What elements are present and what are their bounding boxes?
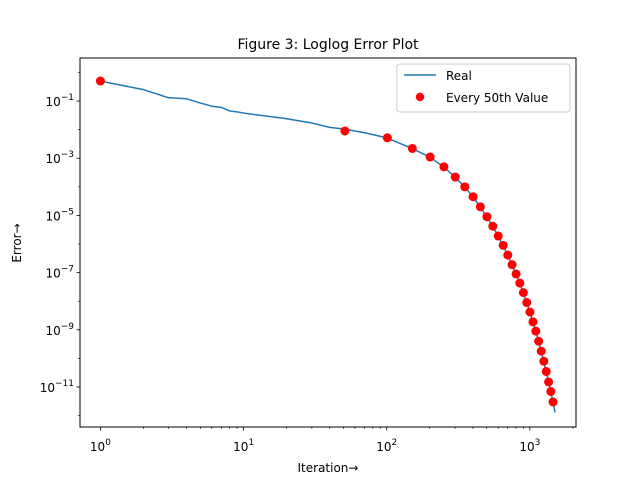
- data-point-marker: [498, 240, 508, 250]
- data-point-marker: [548, 397, 558, 407]
- data-point-marker: [515, 278, 525, 288]
- legend-marker-swatch: [415, 92, 425, 102]
- data-point-marker: [468, 192, 478, 202]
- y-tick-label: 10−5: [45, 207, 74, 223]
- data-point-marker: [536, 346, 546, 356]
- data-point-marker: [488, 221, 498, 231]
- y-tick-label: 10−11: [40, 379, 74, 395]
- data-point-marker: [546, 386, 556, 396]
- plot-area: [95, 76, 558, 413]
- legend-label-real: Real: [446, 69, 472, 83]
- data-point-marker: [511, 269, 521, 279]
- data-point-marker: [460, 182, 470, 192]
- data-point-marker: [503, 250, 513, 260]
- data-point-marker: [95, 76, 105, 86]
- data-point-marker: [482, 212, 492, 222]
- marker-layer: [95, 76, 558, 407]
- data-point-marker: [525, 307, 535, 317]
- y-axis-label: Error→: [10, 223, 24, 262]
- axes-frame: [79, 57, 577, 428]
- data-point-marker: [518, 288, 528, 298]
- data-point-marker: [439, 162, 449, 172]
- y-tick-label: 10−3: [45, 150, 74, 166]
- data-point-marker: [407, 143, 417, 153]
- data-point-marker: [475, 202, 485, 212]
- data-point-marker: [425, 152, 435, 162]
- x-axis: 100 101 102 103: [90, 427, 574, 454]
- x-tick-label: 103: [519, 438, 540, 454]
- legend-box: [396, 63, 571, 113]
- legend-label-every-50th: Every 50th Value: [446, 91, 548, 105]
- data-point-marker: [507, 260, 517, 270]
- data-point-marker: [522, 298, 532, 308]
- x-tick-label: 102: [376, 438, 397, 454]
- data-point-marker: [340, 126, 350, 136]
- legend: Real Every 50th Value: [396, 63, 571, 113]
- y-tick-label: 10−9: [45, 322, 74, 338]
- x-axis-label: Iteration→: [298, 461, 359, 475]
- data-point-marker: [539, 356, 549, 366]
- y-tick-label: 10−1: [45, 93, 74, 109]
- y-axis: 10−1 10−3 10−5 10−7 10−9 10−11: [40, 72, 80, 416]
- data-point-marker: [541, 366, 551, 376]
- data-point-marker: [534, 336, 544, 346]
- data-point-marker: [528, 317, 538, 327]
- data-point-marker: [544, 377, 554, 387]
- chart-title: Figure 3: Loglog Error Plot: [237, 37, 419, 53]
- data-point-marker: [450, 172, 460, 182]
- data-point-marker: [531, 326, 541, 336]
- y-tick-label: 10−7: [45, 265, 74, 281]
- data-point-marker: [493, 231, 503, 241]
- x-tick-label: 100: [90, 438, 111, 454]
- data-point-marker: [382, 133, 392, 143]
- x-tick-label: 101: [233, 438, 254, 454]
